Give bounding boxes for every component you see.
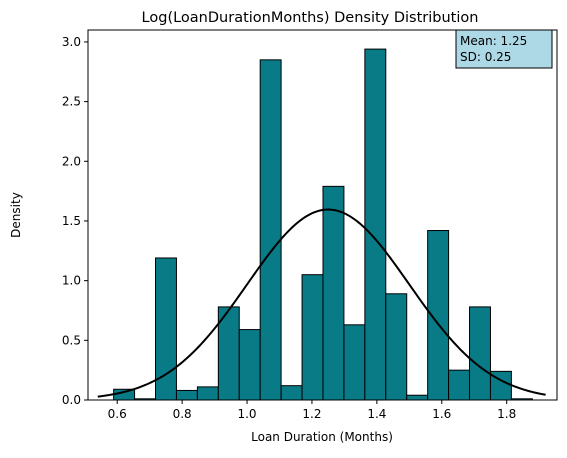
x-tick-label: 1.6 [432,407,451,421]
x-tick-label: 1.0 [237,407,256,421]
histogram-bar [176,390,197,400]
y-tick-label: 3.0 [62,35,81,49]
x-tick-label: 0.8 [173,407,192,421]
histogram-bar [323,186,344,400]
histogram-bar [386,294,407,400]
histogram-bar [281,386,302,400]
x-tick-label: 1.4 [367,407,386,421]
x-axis-ticks: 0.6 0.8 1.0 1.2 1.4 1.6 1.8 [108,400,517,421]
histogram-bars [114,49,533,400]
histogram-bar [197,387,218,400]
histogram-bar [449,370,470,400]
y-axis-label: Density [9,192,23,238]
y-tick-label: 0.0 [62,393,81,407]
histogram-bar [239,330,260,400]
y-tick-label: 2.5 [62,95,81,109]
stats-mean: Mean: 1.25 [460,34,527,48]
x-tick-label: 1.8 [497,407,516,421]
stats-box: Mean: 1.25 SD: 0.25 [456,30,552,68]
stats-sd: SD: 0.25 [460,50,511,64]
y-tick-label: 0.5 [62,333,81,347]
y-tick-label: 1.0 [62,274,81,288]
y-tick-label: 2.0 [62,154,81,168]
histogram-bar [365,49,386,400]
x-axis-label: Loan Duration (Months) [251,430,393,444]
histogram-bar [260,60,281,400]
histogram-bar [470,307,491,400]
y-axis-ticks: 0.0 0.5 1.0 1.5 2.0 2.5 3.0 [62,35,88,407]
x-tick-label: 1.2 [302,407,321,421]
histogram-bar [344,325,365,400]
y-tick-label: 1.5 [62,214,81,228]
histogram-bar [407,395,428,400]
histogram-bar [302,275,323,400]
chart-title: Log(LoanDurationMonths) Density Distribu… [142,10,479,26]
x-tick-label: 0.6 [108,407,127,421]
